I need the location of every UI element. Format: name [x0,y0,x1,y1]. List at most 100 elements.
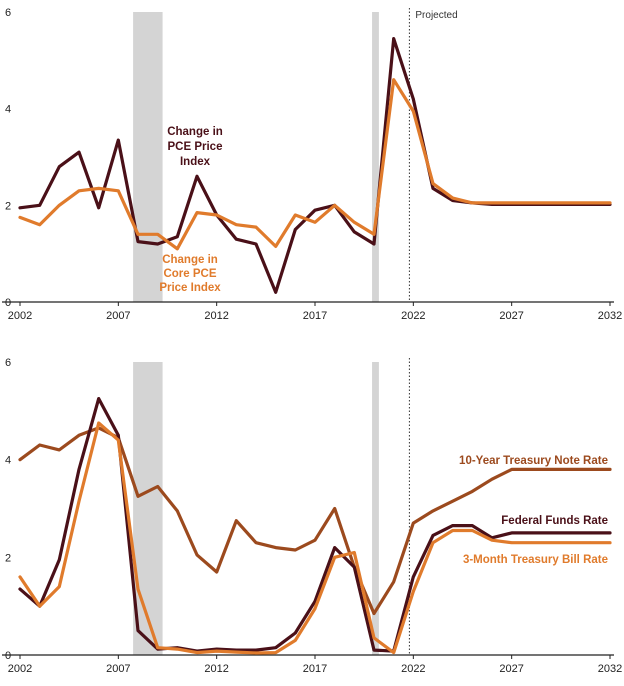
data-point [412,109,415,113]
data-point [372,636,376,640]
x-tick-label: 2012 [204,663,228,675]
data-point [431,182,435,185]
data-point [608,468,612,471]
series-label-line: Index [180,156,211,168]
data-point [58,448,61,452]
data-point [392,580,395,584]
data-point [176,509,179,513]
data-point [530,531,533,535]
x-tick-label: 2002 [8,663,32,675]
data-point [294,548,297,552]
data-point [117,433,120,437]
data-point [549,468,553,471]
data-point [589,531,592,535]
data-point [97,397,100,400]
data-point [372,612,376,615]
data-point [176,235,179,239]
data-point [372,648,376,652]
data-point [254,648,258,652]
series-label: Federal Funds Rate [501,515,608,527]
data-point [530,468,533,471]
data-point [569,541,572,544]
data-point [451,196,454,200]
data-point [589,468,592,471]
data-point [254,225,258,229]
data-point [176,647,179,651]
data-point [274,546,277,549]
data-point [471,201,474,205]
data-point [569,468,572,471]
data-point [38,443,41,447]
y-tick-label: 6 [5,7,11,19]
data-point [549,201,553,205]
data-point [58,585,61,588]
data-point [136,587,140,591]
data-point [215,649,218,653]
data-point [117,438,120,442]
data-point [195,553,199,557]
data-point [77,189,81,193]
data-point [58,204,61,207]
y-tick-label: 2 [5,552,11,564]
series-label: 10-Year Treasury Note Rate [459,455,608,467]
data-point [97,187,100,190]
data-point [471,524,474,527]
data-point [136,240,140,243]
data-point [353,220,356,224]
series-label: Change in Core PCE Price Index [159,254,221,294]
x-tick-label: 2012 [204,310,228,322]
data-point [313,220,317,224]
data-point [392,37,395,40]
data-point [313,538,317,542]
chart-panel-1: Projected 2002 2007 2012 2017 2022 2027 2032 0 2 4… [2,7,622,322]
data-point [274,245,277,248]
recession-band [133,362,163,655]
data-point [412,97,415,101]
data-point [333,556,336,559]
data-point [38,204,41,207]
data-point [530,541,533,544]
data-point [18,206,22,210]
x-tick-label: 2022 [401,310,425,322]
data-point [97,206,100,210]
data-point [431,541,435,544]
data-point [510,468,513,471]
series-label-line: 3-Month Treasury Bill Rate [463,554,608,566]
data-point [77,499,81,503]
data-point [569,531,572,535]
data-point [235,650,238,654]
data-point [431,534,435,537]
data-point [18,575,22,579]
data-point [510,531,513,535]
data-point [589,541,592,544]
data-point [549,531,553,535]
data-point [490,201,494,205]
data-point [294,639,297,642]
data-point [451,529,454,532]
data-point [471,529,474,532]
projected-label: Projected [415,10,457,21]
data-point [608,541,612,544]
recession-band [372,362,379,655]
data-point [38,604,41,608]
data-point [215,213,218,217]
series-label-line: Core PCE [163,268,216,280]
data-point [235,519,238,523]
data-point [333,507,336,510]
data-point [294,631,297,635]
series-label-line: Change in [162,254,218,266]
series-label-line: 10-Year Treasury Note Rate [459,455,608,467]
data-point [510,201,513,205]
data-point [77,150,81,154]
data-point [412,521,415,525]
x-tick-label: 2032 [598,663,622,675]
data-point [313,607,317,610]
series-label-line: PCE Price [168,141,223,153]
data-point [608,201,612,205]
data-point [589,201,592,205]
data-point [608,531,612,535]
data-point [38,223,41,226]
data-point [215,570,218,574]
